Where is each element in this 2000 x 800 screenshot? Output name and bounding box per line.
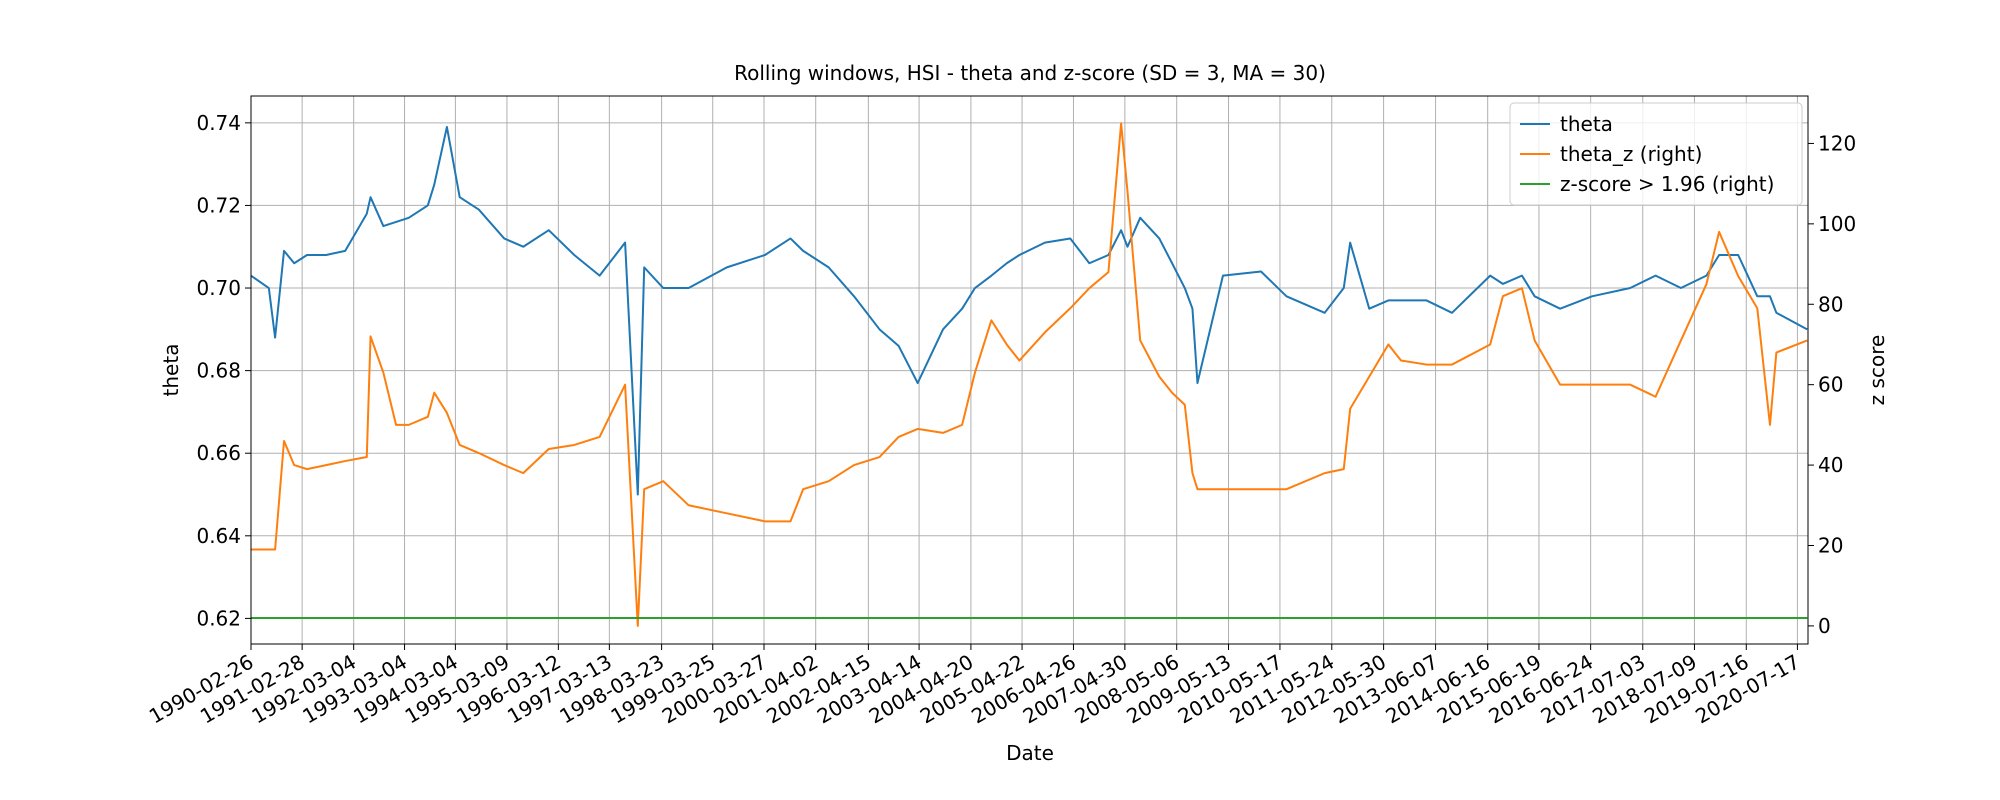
- y2-tick-label: 80: [1818, 292, 1843, 316]
- y-tick-label: 0.74: [196, 111, 241, 135]
- legend-label: theta: [1560, 112, 1613, 136]
- y-tick-label: 0.68: [196, 359, 241, 383]
- y2-tick-label: 40: [1818, 453, 1843, 477]
- series-line: [250, 125, 1808, 496]
- plot-frame: [250, 95, 1809, 645]
- chart-title: Rolling windows, HSI - theta and z-score…: [734, 61, 1326, 85]
- legend-label: z-score > 1.96 (right): [1560, 172, 1774, 196]
- y2-tick-label: 120: [1818, 131, 1856, 155]
- y2-tick-label: 100: [1818, 212, 1856, 236]
- x-axis-label: Date: [1006, 741, 1054, 765]
- y2-tick-label: 60: [1818, 373, 1843, 397]
- y-tick-label: 0.66: [196, 441, 241, 465]
- legend-box: [1509, 102, 1803, 206]
- y2-tick-label: 0: [1818, 614, 1831, 638]
- y-tick-label: 0.64: [196, 524, 241, 548]
- y-axis-label: theta: [159, 344, 183, 397]
- y2-tick-label: 20: [1818, 533, 1843, 557]
- y-tick-label: 0.62: [196, 606, 241, 630]
- legend-label: theta_z (right): [1560, 142, 1702, 166]
- series-line: [251, 122, 1808, 627]
- y-tick-label: 0.72: [196, 193, 241, 217]
- y2-axis-label: z score: [1865, 335, 1889, 406]
- y-tick-label: 0.70: [196, 276, 241, 300]
